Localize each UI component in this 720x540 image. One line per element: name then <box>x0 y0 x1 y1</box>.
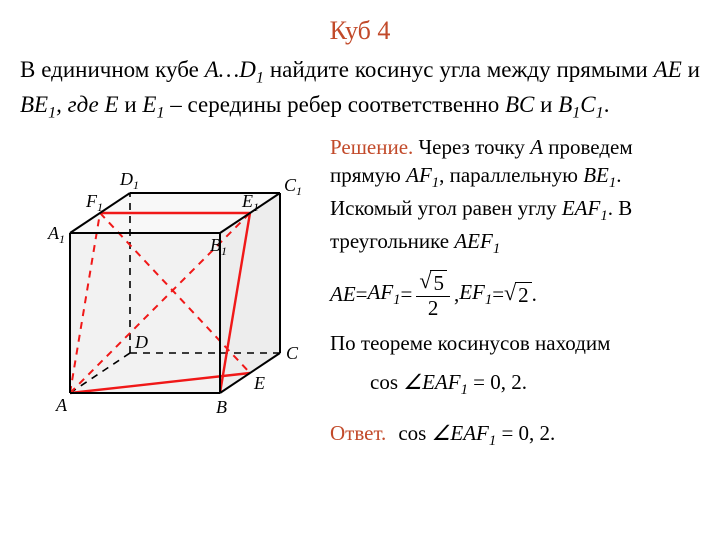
label-F1: F1 <box>85 191 103 214</box>
sym: A <box>530 135 543 159</box>
eq-sign: = <box>492 280 504 308</box>
txt: найдите косинус угла между прямыми <box>264 57 654 82</box>
content-row: A B C D A1 B1 C1 D1 E E1 F1 Решение. Чер… <box>20 133 700 452</box>
result-value: = 0, 2. <box>468 370 527 394</box>
txt: , где <box>56 92 104 117</box>
solution-column: Решение. Через точку A проведем прямую A… <box>320 133 700 452</box>
sym: BE1 <box>20 92 56 117</box>
result-value: = 0, 2. <box>496 421 555 445</box>
cube-figure: A B C D A1 B1 C1 D1 E E1 F1 <box>20 133 320 438</box>
label-A: A <box>55 395 68 415</box>
txt: и <box>534 92 558 117</box>
sym: AEF1 <box>454 229 500 253</box>
sym: BC <box>505 92 534 117</box>
label-D1: D1 <box>119 169 139 192</box>
cos-label: cos <box>398 421 431 445</box>
label-D: D <box>134 332 148 352</box>
answer-value: cos ∠EAF1 = 0, 2. <box>398 419 555 452</box>
label-C: C <box>286 343 299 363</box>
label-C1: C1 <box>284 175 302 198</box>
page-root: Куб 4 В единичном кубе A…D1 найдите коси… <box>0 0 720 540</box>
answer-label: Ответ. <box>330 419 386 447</box>
label-A1: A1 <box>47 223 65 246</box>
sym-AE: AE <box>330 280 356 308</box>
angle-sym: ∠EAF1 <box>403 370 468 394</box>
txt: – середины ребер соответственно <box>165 92 505 117</box>
dot: . <box>532 280 537 308</box>
solution-result: cos ∠EAF1 = 0, 2. <box>330 368 700 401</box>
label-B: B <box>216 397 227 417</box>
sym: AE <box>654 57 682 82</box>
solution-p2: По теореме косинусов находим <box>330 329 700 357</box>
sym: EAF1 <box>562 196 608 220</box>
label-E: E <box>253 373 265 393</box>
eq-sign: = <box>401 280 413 308</box>
sym: A…D1 <box>205 57 264 82</box>
problem-statement: В единичном кубе A…D1 найдите косинус уг… <box>20 54 700 125</box>
sym-EF1: EF1 <box>459 278 492 311</box>
answer-row: Ответ. cos ∠EAF1 = 0, 2. <box>330 419 700 452</box>
sym-AF1: AF1 <box>368 278 401 311</box>
sqrt-icon: √2 <box>504 282 532 307</box>
txt: В единичном кубе <box>20 57 205 82</box>
txt: Через точку <box>413 135 530 159</box>
cos-label: cos <box>370 370 403 394</box>
txt: и <box>119 92 143 117</box>
sqrt-icon: √5 <box>419 270 447 295</box>
fraction: √5 2 <box>416 270 450 319</box>
txt: . <box>604 92 610 117</box>
sym: AF1 <box>406 163 439 187</box>
sym: E1 <box>142 92 164 117</box>
cube-front-face <box>70 233 220 393</box>
txt: , параллельную <box>439 163 583 187</box>
cube-svg: A B C D A1 B1 C1 D1 E E1 F1 <box>20 133 320 433</box>
solution-label: Решение. <box>330 135 413 159</box>
txt: и <box>682 57 700 82</box>
title: Куб 4 <box>20 16 700 46</box>
sym: B1C1 <box>558 92 604 117</box>
sym: E <box>105 92 119 117</box>
equation-lengths: AE = AF1 = √5 2 , EF1 = √2 . <box>330 270 700 319</box>
eq-sign: = <box>356 280 368 308</box>
angle-sym: ∠EAF1 <box>432 421 497 445</box>
sym: BE1 <box>583 163 616 187</box>
solution-p1: Решение. Через точку A проведем прямую A… <box>330 133 700 260</box>
